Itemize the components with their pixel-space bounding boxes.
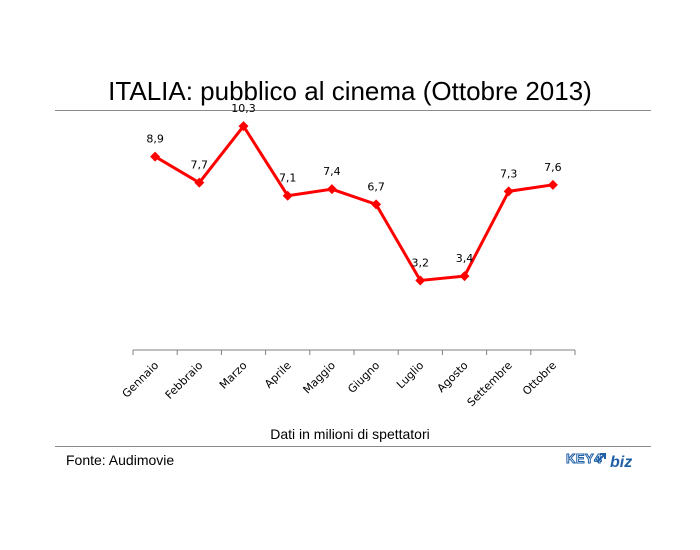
x-axis-label: Dati in milioni di spettatori bbox=[270, 426, 430, 442]
x-tick-label: Marzo bbox=[217, 359, 250, 392]
data-label: 6,7 bbox=[367, 180, 385, 193]
data-point-marker bbox=[326, 184, 337, 195]
data-point-marker bbox=[459, 271, 470, 282]
data-label: 7,3 bbox=[500, 167, 518, 180]
x-tick-label: Ottobre bbox=[520, 359, 559, 398]
data-point-marker bbox=[371, 199, 382, 210]
data-point-marker bbox=[547, 179, 558, 190]
series-line bbox=[150, 121, 558, 286]
logo-key-text: KEY4 bbox=[566, 451, 602, 467]
data-label: 10,3 bbox=[231, 102, 256, 115]
logo-arrow-icon bbox=[596, 453, 606, 463]
x-tick-label: Febbraio bbox=[163, 359, 206, 402]
x-tick-label: Gennaio bbox=[120, 359, 162, 401]
data-label: 7,4 bbox=[323, 165, 341, 178]
x-tick-labels: Gennaio Febbraio Marzo Aprile Maggio Giugno Lu… bbox=[120, 359, 560, 409]
series-polyline bbox=[154, 123, 554, 283]
x-tick-label: Aprile bbox=[262, 359, 294, 391]
title-divider bbox=[55, 110, 651, 111]
x-tick-label: Maggio bbox=[301, 359, 339, 397]
data-point-marker bbox=[238, 121, 249, 132]
x-tick-label: Settembre bbox=[465, 359, 515, 409]
data-label: 3,4 bbox=[456, 252, 474, 265]
key4biz-logo: KEY4 biz bbox=[566, 451, 642, 473]
data-label: 3,2 bbox=[412, 256, 430, 269]
x-tick-label: Agosto bbox=[435, 359, 471, 395]
data-point-marker bbox=[503, 186, 514, 197]
data-point-marker bbox=[150, 151, 161, 162]
x-axis bbox=[132, 349, 576, 355]
data-point-marker bbox=[194, 177, 205, 188]
data-point-marker bbox=[282, 190, 293, 201]
x-tick-label: Luglio bbox=[394, 359, 427, 392]
data-point-marker bbox=[415, 275, 426, 286]
footer-divider bbox=[55, 446, 651, 447]
chart-title: ITALIA: pubblico al cinema (Ottobre 2013… bbox=[108, 76, 592, 106]
data-labels: 8,9 7,7 10,3 7,1 7,4 6,7 3,2 3,4 7,3 7,6 bbox=[146, 102, 561, 269]
data-label: 7,1 bbox=[279, 172, 297, 185]
data-label: 8,9 bbox=[146, 133, 164, 146]
data-label: 7,6 bbox=[544, 161, 562, 174]
source-note: Fonte: Audimovie bbox=[66, 452, 175, 468]
data-label: 7,7 bbox=[191, 159, 209, 172]
logo-biz-text: biz bbox=[610, 454, 633, 471]
x-tick-label: Giugno bbox=[345, 359, 382, 396]
